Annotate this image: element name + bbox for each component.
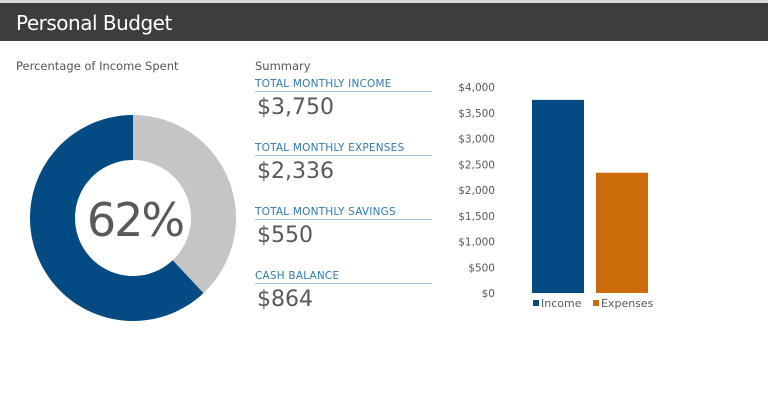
legend-label-income: Income [541, 297, 582, 310]
donut-remaining-segment [133, 115, 236, 294]
y-tick-label: $2,000 [458, 185, 495, 197]
cash-balance-label: CASH BALANCE [255, 270, 432, 284]
y-tick-label: $500 [468, 262, 495, 274]
donut-percent-label: 62% [87, 193, 184, 247]
y-tick-label: $3,500 [458, 108, 495, 120]
y-tick-label: $4,000 [458, 82, 495, 94]
y-tick-label: $2,500 [458, 159, 495, 171]
bar-expenses [596, 172, 648, 293]
summary-heading: Summary [255, 59, 311, 73]
cash-balance-value: $864 [257, 287, 313, 312]
bar-income [532, 99, 584, 293]
income-value: $3,750 [257, 95, 334, 120]
page-title: Personal Budget [16, 11, 172, 35]
y-tick-label: $1,000 [458, 237, 495, 249]
y-tick-label: $3,000 [458, 134, 495, 146]
legend-swatch-income [533, 300, 539, 306]
income-label: TOTAL MONTHLY INCOME [255, 78, 432, 92]
expenses-label: TOTAL MONTHLY EXPENSES [255, 142, 432, 156]
savings-value: $550 [257, 223, 313, 248]
y-tick-label: $0 [482, 288, 495, 300]
legend-label-expenses: Expenses [601, 297, 654, 310]
header-bar: Personal Budget [0, 3, 768, 41]
y-tick-label: $1,500 [458, 211, 495, 223]
legend-swatch-expenses [593, 300, 599, 306]
donut-spent-segment [29, 115, 204, 322]
donut-heading: Percentage of Income Spent [16, 59, 179, 73]
top-strip [0, 0, 768, 3]
savings-label: TOTAL MONTHLY SAVINGS [255, 206, 432, 220]
expenses-value: $2,336 [257, 159, 334, 184]
